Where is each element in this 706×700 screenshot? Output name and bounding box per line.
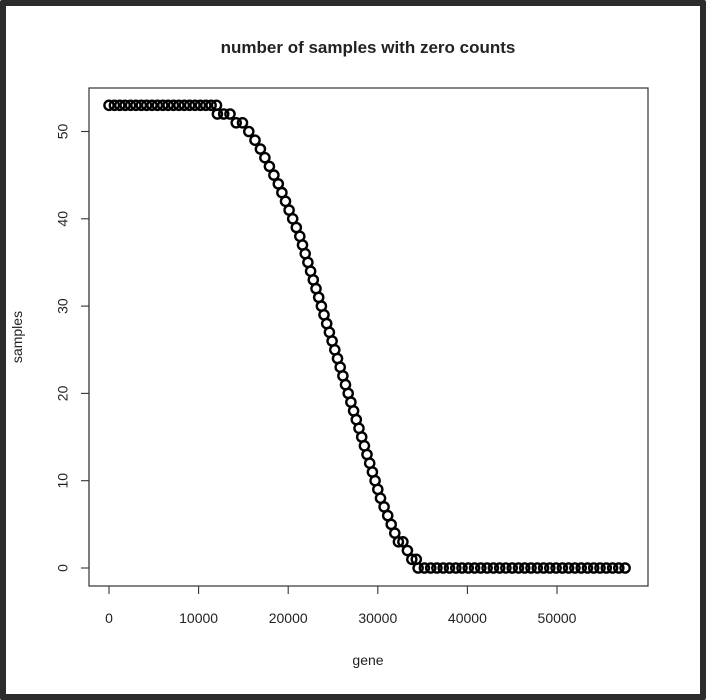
data-point [167,99,180,112]
data-point [178,99,191,112]
data-point [211,108,224,120]
data-point [468,562,481,574]
data-point [162,99,174,112]
data-point [462,562,475,574]
data-point [418,562,431,574]
data-point [397,536,409,548]
x-axis: 0 10000 20000 30000 40000 50000 [105,585,577,626]
data-point [443,562,456,574]
data-point [512,562,525,574]
data-point [506,562,519,574]
data-point [392,536,405,548]
y-tick-label: 50 [55,124,71,140]
data-point [600,562,613,574]
data-point [449,562,462,574]
data-point [606,562,619,574]
data-point [194,99,207,112]
x-axis-label: gene [352,652,383,668]
data-point [531,562,544,574]
data-point [518,562,531,574]
data-point [594,562,606,574]
data-point [437,562,450,574]
data-point [173,99,185,112]
data-point [146,99,158,112]
data-point [140,99,153,112]
data-point [581,562,594,574]
data-point [114,99,126,112]
data-point [189,99,201,112]
data-point [412,562,424,574]
data-point [103,99,115,112]
data-point [268,169,280,181]
y-tick-label: 20 [55,385,71,401]
y-tick-label: 10 [55,473,71,489]
x-tick-label: 0 [105,610,113,626]
data-point [401,544,414,557]
data-point [130,99,142,112]
y-tick-label: 0 [55,564,71,572]
data-point [199,99,212,112]
data-point [156,99,169,112]
data-point [544,562,556,574]
y-axis: 0 10 20 30 40 50 [55,124,90,572]
data-point [254,143,267,155]
data-point [230,117,242,129]
data-point [613,562,625,574]
x-tick-label: 30000 [358,610,397,626]
data-point [424,562,437,574]
data-point [135,99,148,112]
data-point [224,108,236,120]
data-point [575,562,588,574]
data-point [259,151,271,164]
x-tick-label: 20000 [269,610,308,626]
plot-frame [88,87,649,587]
y-tick-label: 30 [55,298,71,314]
chart-svg: number of samples with zero counts 0 1000… [9,38,649,668]
data-point [263,160,276,173]
data-point [493,562,506,574]
data-points [103,99,631,574]
data-point [556,562,569,574]
data-point [119,99,131,112]
data-point [619,562,631,574]
data-point [236,117,249,129]
data-point [183,99,196,112]
data-point [569,562,581,574]
data-point [151,99,164,112]
chart-title: number of samples with zero counts [221,38,516,57]
data-point [205,99,217,112]
data-point [108,99,121,112]
data-point [525,562,537,574]
data-point [431,562,443,574]
data-point [474,562,487,574]
data-point [481,562,493,574]
x-tick-label: 40000 [448,610,487,626]
data-point [217,108,230,120]
x-tick-label: 10000 [179,610,218,626]
data-point [537,562,550,574]
data-point [456,562,468,574]
data-point [242,125,255,138]
data-point [550,562,562,574]
data-point [249,134,261,146]
x-tick-label: 50000 [538,610,577,626]
data-point [587,562,600,574]
data-point [487,562,500,574]
data-point [500,562,512,574]
data-point [124,99,137,112]
data-point [405,553,418,566]
data-point [562,562,575,574]
y-tick-label: 40 [55,211,71,227]
y-axis-label: samples [9,311,25,363]
